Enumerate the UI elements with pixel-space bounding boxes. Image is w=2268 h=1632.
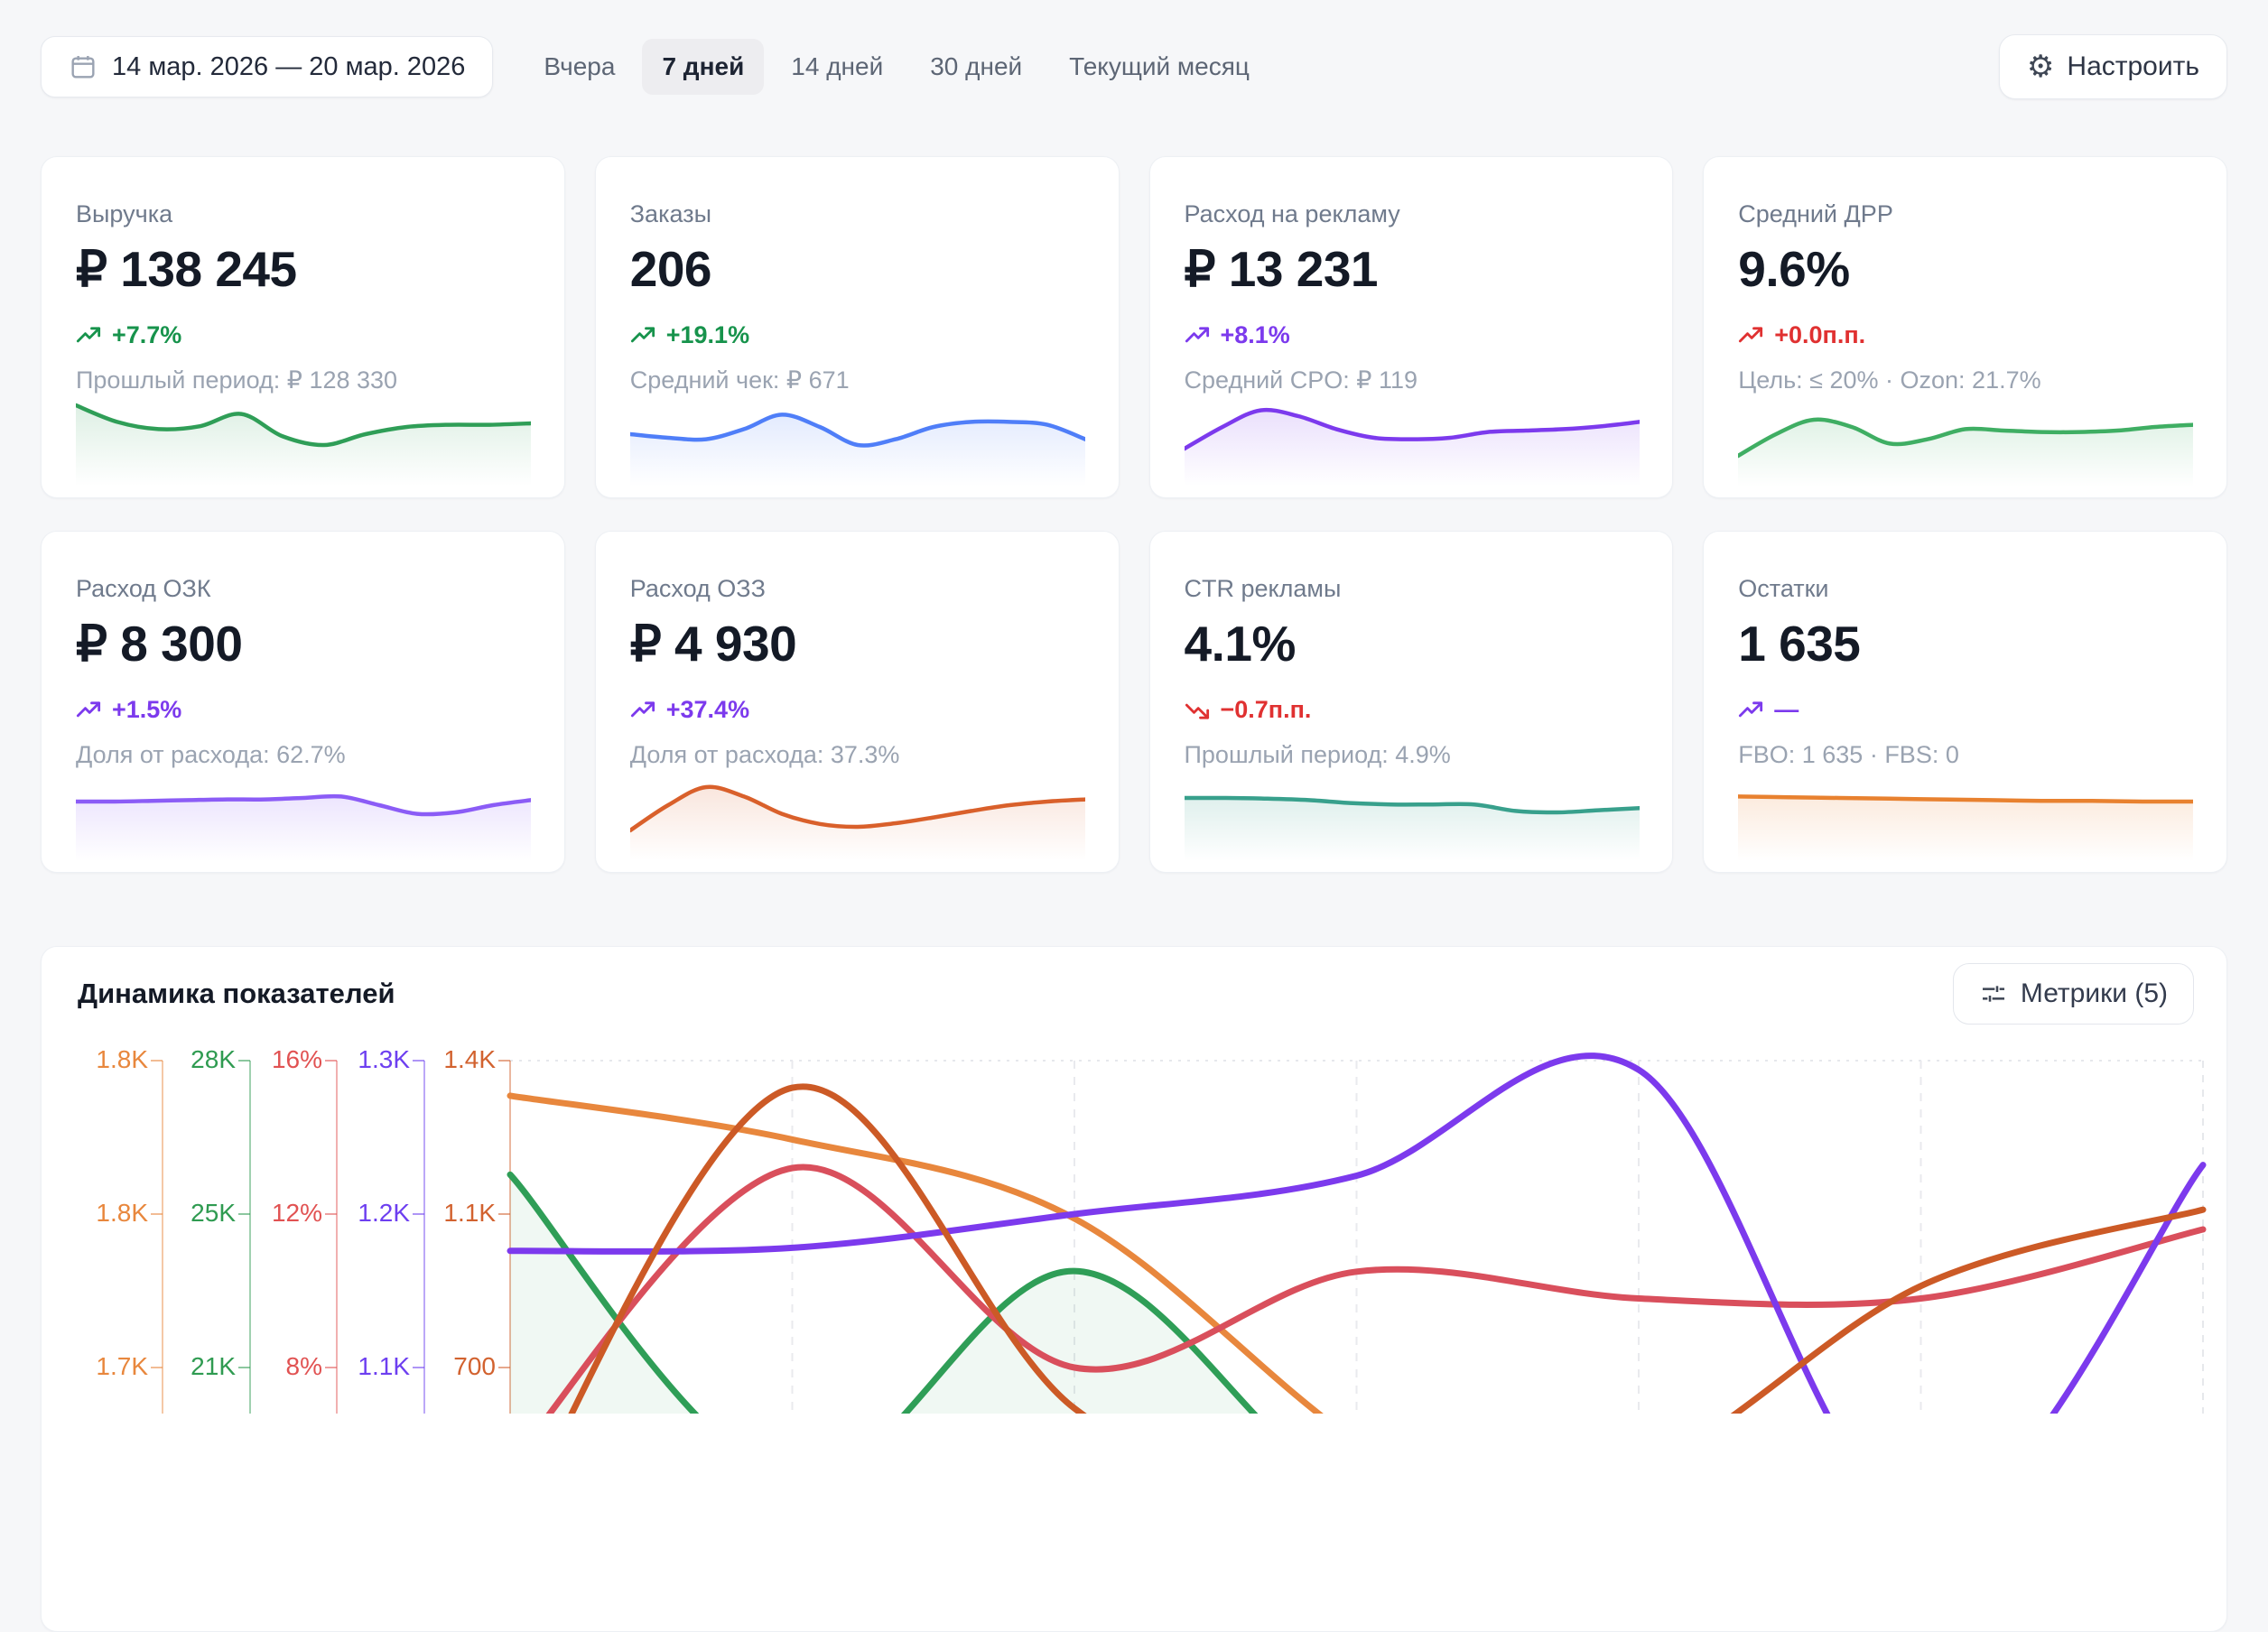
kpi-title: Заказы (629, 200, 711, 227)
kpi-title: Расход на рекламу (1184, 200, 1400, 227)
kpi-delta: — (1738, 696, 1799, 724)
date-range-picker[interactable]: 14 мар. 2026 — 20 мар. 2026 (41, 36, 494, 97)
kpi-title: Расход ОЗЗ (629, 575, 766, 602)
period-tabs: Вчера 7 дней 14 дней 30 дней Текущий мес… (524, 39, 1269, 95)
dynamics-card: Динамика показателей Метрики (5) (41, 946, 2227, 1632)
trend-up-icon (1739, 326, 1763, 342)
kpi-title: CTR рекламы (1184, 575, 1342, 602)
kpi-card-7: CTR рекламы 4.1% −0.7п.п. Прошлый период: 4… (1148, 531, 1674, 873)
kpi-delta: +0.0п.п. (1738, 321, 1865, 349)
metrics-button-label: Метрики (5) (2020, 978, 2168, 1008)
kpi-card-6: Расход ОЗЗ ₽ 4 930 +37.4% Доля от расхода: … (594, 531, 1120, 873)
kpi-sparkline (76, 403, 531, 490)
kpi-card-2: Заказы 206 +19.1% Средний чек: ₽ 671 (594, 156, 1120, 498)
trend-down-icon (1185, 703, 1209, 719)
kpi-subtitle: Средний чек: ₽ 671 (629, 366, 850, 394)
trend-up-icon (1185, 326, 1209, 342)
kpi-sparkline (1184, 407, 1640, 490)
kpi-delta-value: +7.7% (112, 321, 182, 348)
trend-up-icon (630, 326, 655, 342)
kpi-delta-value: +37.4% (665, 696, 750, 723)
kpi-title: Остатки (1738, 575, 1829, 602)
sliders-icon (1982, 986, 2004, 1002)
kpi-value: ₽ 138 245 (76, 241, 297, 297)
date-range-label: 14 мар. 2026 — 20 мар. 2026 (112, 51, 466, 81)
kpi-delta: +7.7% (76, 321, 181, 349)
kpi-card-1: Выручка ₽ 138 245 +7.7% Прошлый период: ₽ 1… (41, 156, 565, 498)
dynamics-header: Динамика показателей Метрики (5) (78, 958, 2194, 1030)
kpi-value: ₽ 4 930 (629, 616, 797, 672)
kpi-delta-value: +19.1% (665, 321, 750, 348)
kpi-subtitle: Средний CPO: ₽ 119 (1184, 366, 1418, 394)
kpi-title: Расход ОЗК (76, 575, 211, 602)
trend-up-icon (76, 326, 101, 342)
kpi-delta: +19.1% (630, 321, 749, 349)
kpi-value: 4.1% (1184, 616, 1297, 672)
trend-up-icon (630, 700, 655, 717)
settings-button-label: Настроить (2067, 51, 2199, 81)
kpi-title: Выручка (76, 200, 173, 227)
kpi-card-8: Остатки 1 635 — FBO: 1 635 · FBS: 0 (1703, 531, 2227, 873)
kpi-subtitle: Доля от расхода: 37.3% (629, 741, 900, 768)
trend-up-icon (1739, 700, 1763, 717)
kpi-delta-value: +0.0п.п. (1774, 321, 1866, 348)
kpi-card-4: Средний ДРР 9.6% +0.0п.п. Цель: ≤ 20% · Ozo… (1703, 156, 2227, 498)
kpi-delta-value: +8.1% (1220, 321, 1290, 348)
kpi-delta-value: −0.7п.п. (1220, 696, 1312, 723)
gear-icon: ⚙ (2026, 50, 2055, 84)
kpi-subtitle: Прошлый период: 4.9% (1184, 741, 1451, 768)
tab-14-days[interactable]: 14 дней (791, 52, 884, 80)
kpi-delta-value: — (1774, 696, 1799, 723)
kpi-delta: +8.1% (1185, 321, 1290, 349)
kpi-subtitle: Цель: ≤ 20% · Ozon: 21.7% (1738, 366, 2041, 394)
calendar-icon (71, 56, 95, 79)
kpi-sparkline (1738, 794, 2194, 865)
kpi-sparkline (1184, 795, 1640, 865)
tab-yesterday[interactable]: Вчера (544, 52, 616, 80)
kpi-delta: +1.5% (76, 696, 181, 724)
dynamics-title: Динамика показателей (78, 978, 395, 1009)
kpi-delta: +37.4% (630, 696, 749, 724)
tab-7-days[interactable]: 7 дней (642, 39, 765, 95)
metrics-button[interactable]: Метрики (5) (1952, 963, 2194, 1025)
kpi-value: 206 (629, 241, 712, 297)
kpi-delta-value: +1.5% (112, 696, 182, 723)
trend-up-icon (76, 700, 101, 717)
kpi-subtitle: Прошлый период: ₽ 128 330 (76, 366, 398, 394)
kpi-grid: Выручка ₽ 138 245 +7.7% Прошлый период: ₽ 1… (41, 156, 2227, 873)
kpi-value: ₽ 8 300 (76, 616, 243, 672)
kpi-sparkline (629, 413, 1085, 490)
kpi-sparkline (629, 784, 1085, 865)
kpi-title: Средний ДРР (1738, 200, 1893, 227)
toolbar: 14 мар. 2026 — 20 мар. 2026 Вчера 7 дней… (41, 25, 2227, 108)
kpi-card-5: Расход ОЗК ₽ 8 300 +1.5% Доля от расхода: 6… (41, 531, 565, 873)
kpi-value: ₽ 13 231 (1184, 241, 1379, 297)
kpi-delta: −0.7п.п. (1185, 696, 1312, 724)
kpi-subtitle: FBO: 1 635 · FBS: 0 (1738, 741, 1959, 768)
kpi-value: 9.6% (1738, 241, 1850, 297)
kpi-value: 1 635 (1738, 616, 1861, 672)
tab-30-days[interactable]: 30 дней (930, 52, 1023, 80)
settings-button[interactable]: ⚙ Настроить (1998, 34, 2227, 99)
kpi-card-3: Расход на рекламу ₽ 13 231 +8.1% Средний CP… (1148, 156, 1674, 498)
kpi-sparkline (1738, 417, 2194, 490)
tab-current-month[interactable]: Текущий месяц (1069, 52, 1250, 80)
kpi-subtitle: Доля от расхода: 62.7% (76, 741, 346, 768)
kpi-sparkline (76, 793, 531, 865)
